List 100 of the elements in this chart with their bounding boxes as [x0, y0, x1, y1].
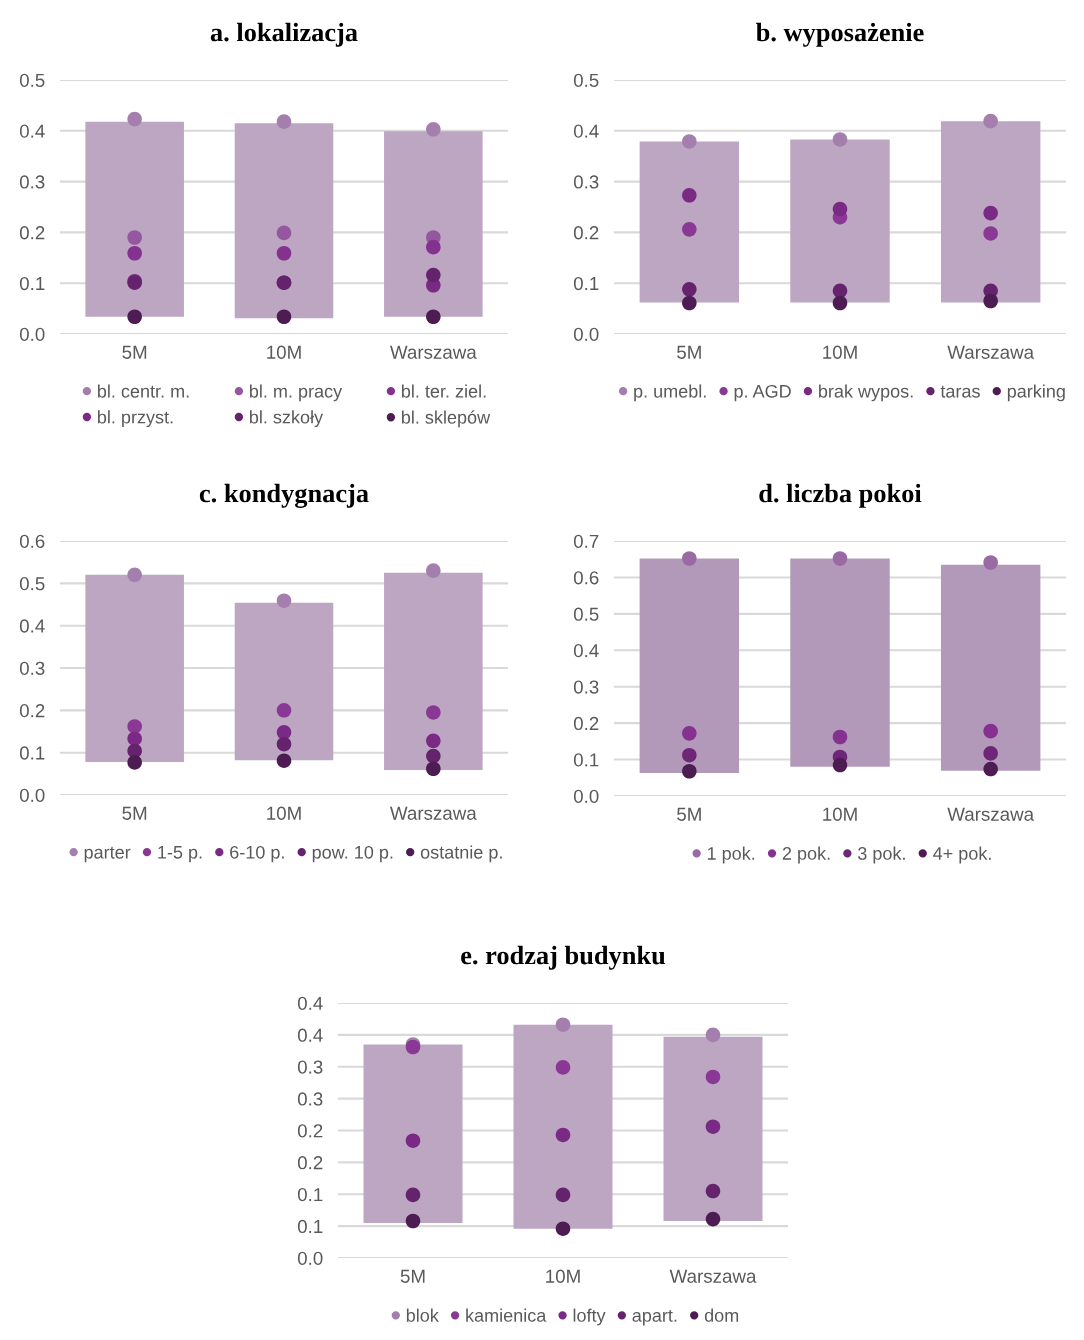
- bar: [384, 572, 483, 771]
- point: [682, 222, 697, 237]
- y-tick-label: 0.2: [297, 1124, 323, 1138]
- y-tick-label: 0.0: [573, 789, 599, 803]
- y-tick-label: 0.2: [19, 226, 45, 240]
- y-tick-label: 0.2: [19, 704, 45, 718]
- legend-label: parking: [1007, 384, 1065, 402]
- y-tick-label: 0.1: [297, 1187, 323, 1202]
- y-tick-label: 0.4: [297, 996, 323, 1010]
- chart-title: d. liczba pokoi: [759, 483, 922, 508]
- y-tick-label: 0.4: [297, 1028, 323, 1042]
- point: [127, 719, 142, 734]
- point: [983, 293, 998, 309]
- legend-label: pow. 10 p.: [312, 845, 393, 863]
- legend-label: taras: [940, 385, 980, 398]
- y-tick-label: 0.3: [297, 1092, 323, 1106]
- y-tick-label: 0.5: [573, 73, 599, 87]
- x-tick-label: 5M: [122, 345, 147, 359]
- legend-label: blok: [406, 1308, 439, 1322]
- point: [983, 761, 998, 777]
- point: [276, 593, 292, 608]
- x-tick-label: Warszawa: [390, 345, 477, 359]
- chart-title: a. lokalizacja: [210, 22, 358, 47]
- y-tick-label: 0.1: [573, 753, 599, 767]
- point: [127, 230, 142, 245]
- chart-title: e. rodzaj budynku: [461, 945, 666, 970]
- point: [405, 1213, 421, 1229]
- x-tick-label: 5M: [122, 806, 147, 820]
- point: [555, 1187, 571, 1203]
- point: [276, 225, 292, 241]
- legend-label: bl. szkoły: [249, 410, 324, 428]
- y-tick-label: 0.4: [19, 619, 45, 633]
- point: [276, 736, 292, 752]
- y-tick-label: 0.2: [297, 1156, 323, 1170]
- point: [983, 723, 998, 739]
- point: [426, 733, 441, 749]
- y-tick-label: 0.3: [297, 1060, 323, 1074]
- point: [705, 1183, 721, 1199]
- y-tick-label: 0.2: [573, 716, 599, 731]
- point: [983, 113, 998, 129]
- point: [127, 111, 142, 127]
- y-tick-label: 0.5: [19, 577, 45, 591]
- y-tick-label: 0.5: [19, 73, 45, 87]
- y-tick-label: 0.5: [573, 607, 599, 621]
- y-tick-label: 0.4: [573, 643, 599, 658]
- point: [127, 245, 142, 261]
- y-tick-label: 0.0: [573, 327, 599, 341]
- point: [682, 747, 697, 763]
- point: [682, 551, 697, 566]
- x-tick-label: 5M: [400, 1269, 425, 1283]
- point: [983, 746, 998, 761]
- legend-label: apart.: [632, 1309, 677, 1326]
- y-tick-label: 0.3: [573, 680, 599, 694]
- x-tick-label: Warszawa: [669, 1269, 757, 1283]
- y-tick-label: 0.1: [297, 1219, 323, 1234]
- x-tick-label: 10M: [267, 806, 301, 820]
- point: [555, 1221, 571, 1236]
- point: [832, 132, 848, 147]
- x-tick-label: 5M: [677, 807, 701, 821]
- point: [426, 121, 441, 137]
- chart-title: b. wyposażenie: [756, 22, 924, 47]
- bar: [363, 1044, 463, 1223]
- point: [127, 755, 142, 770]
- y-tick-label: 0.1: [573, 276, 599, 291]
- point: [832, 551, 848, 566]
- point: [705, 1119, 721, 1134]
- point: [832, 295, 848, 311]
- y-tick-label: 0.3: [19, 175, 45, 189]
- legend-label: 4+ pok.: [933, 846, 991, 864]
- point: [832, 729, 848, 745]
- legend-label: 1-5 p.: [158, 846, 202, 863]
- point: [405, 1187, 421, 1203]
- legend-label: dom: [704, 1308, 739, 1322]
- point: [705, 1069, 721, 1085]
- legend-label: parter: [84, 846, 131, 863]
- point: [682, 188, 697, 203]
- point: [705, 1027, 721, 1043]
- y-tick-label: 0.3: [573, 175, 599, 189]
- y-tick-label: 0.6: [19, 534, 45, 548]
- legend-label: brak wypos.: [819, 384, 913, 402]
- y-tick-label: 0.0: [19, 788, 45, 802]
- legend-label: p. AGD: [734, 384, 791, 402]
- y-tick-label: 0.6: [573, 571, 599, 585]
- y-tick-label: 0.4: [573, 124, 599, 138]
- bar: [85, 574, 184, 762]
- legend-label: p. umebl.: [634, 384, 706, 402]
- y-tick-label: 0.1: [19, 276, 45, 291]
- y-tick-label: 0.1: [19, 746, 45, 760]
- point: [555, 1017, 571, 1032]
- bar: [663, 1036, 763, 1222]
- point: [426, 267, 441, 283]
- point: [682, 763, 697, 779]
- point: [426, 748, 441, 764]
- y-tick-label: 0.4: [19, 124, 45, 138]
- point: [983, 205, 998, 221]
- point: [276, 753, 292, 768]
- point: [426, 705, 441, 720]
- point: [832, 757, 848, 773]
- point: [555, 1060, 571, 1075]
- point: [682, 282, 697, 297]
